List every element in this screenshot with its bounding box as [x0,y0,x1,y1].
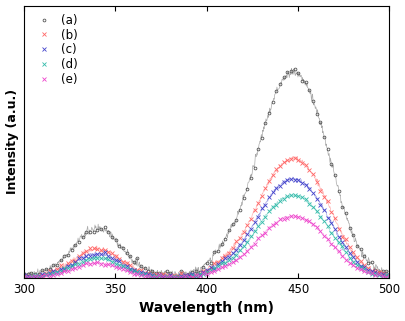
(b) [386,274,391,278]
(e) [234,260,239,264]
Line: (e): (e) [22,213,390,280]
(e) [254,238,259,242]
(c) [21,273,26,277]
(a) [254,153,259,157]
(b) [299,161,304,165]
(b) [243,225,248,229]
(a) [336,191,341,195]
(b) [45,272,49,276]
(e) [386,274,391,278]
(a) [234,216,239,220]
(b) [289,155,294,159]
(c) [243,235,248,239]
(c) [336,236,341,240]
(a) [243,190,248,194]
X-axis label: Wavelength (nm): Wavelength (nm) [139,301,273,316]
(a) [288,66,293,70]
(d) [154,276,159,280]
Line: (c): (c) [22,175,390,280]
(b) [23,276,28,280]
Line: (d): (d) [22,193,390,280]
(c) [386,274,391,278]
(a) [299,79,304,83]
(e) [299,216,304,220]
(b) [254,203,259,207]
(c) [234,247,239,251]
(a) [386,271,391,275]
(c) [254,214,259,218]
(b) [234,241,239,245]
(d) [292,193,296,196]
(d) [254,225,259,229]
(c) [290,175,294,179]
(c) [44,273,49,277]
(d) [299,195,304,199]
(d) [336,243,341,247]
(e) [291,213,296,217]
Line: (b): (b) [22,155,390,280]
(e) [44,275,49,279]
(d) [234,251,239,255]
(c) [299,181,304,185]
(a) [45,267,49,271]
(d) [243,241,248,245]
(d) [386,275,391,279]
(d) [44,273,49,276]
(b) [336,226,341,230]
(e) [184,276,189,280]
Line: (a): (a) [23,67,390,279]
(b) [21,274,26,278]
(a) [23,276,28,280]
Legend: (a), (b), (c), (d), (e): (a), (b), (c), (d), (e) [30,12,80,88]
(e) [336,251,341,255]
(e) [243,249,248,253]
(e) [21,275,26,279]
(c) [167,276,172,280]
(d) [21,275,26,279]
Y-axis label: Intensity (a.u.): Intensity (a.u.) [6,89,19,194]
(a) [21,272,26,276]
